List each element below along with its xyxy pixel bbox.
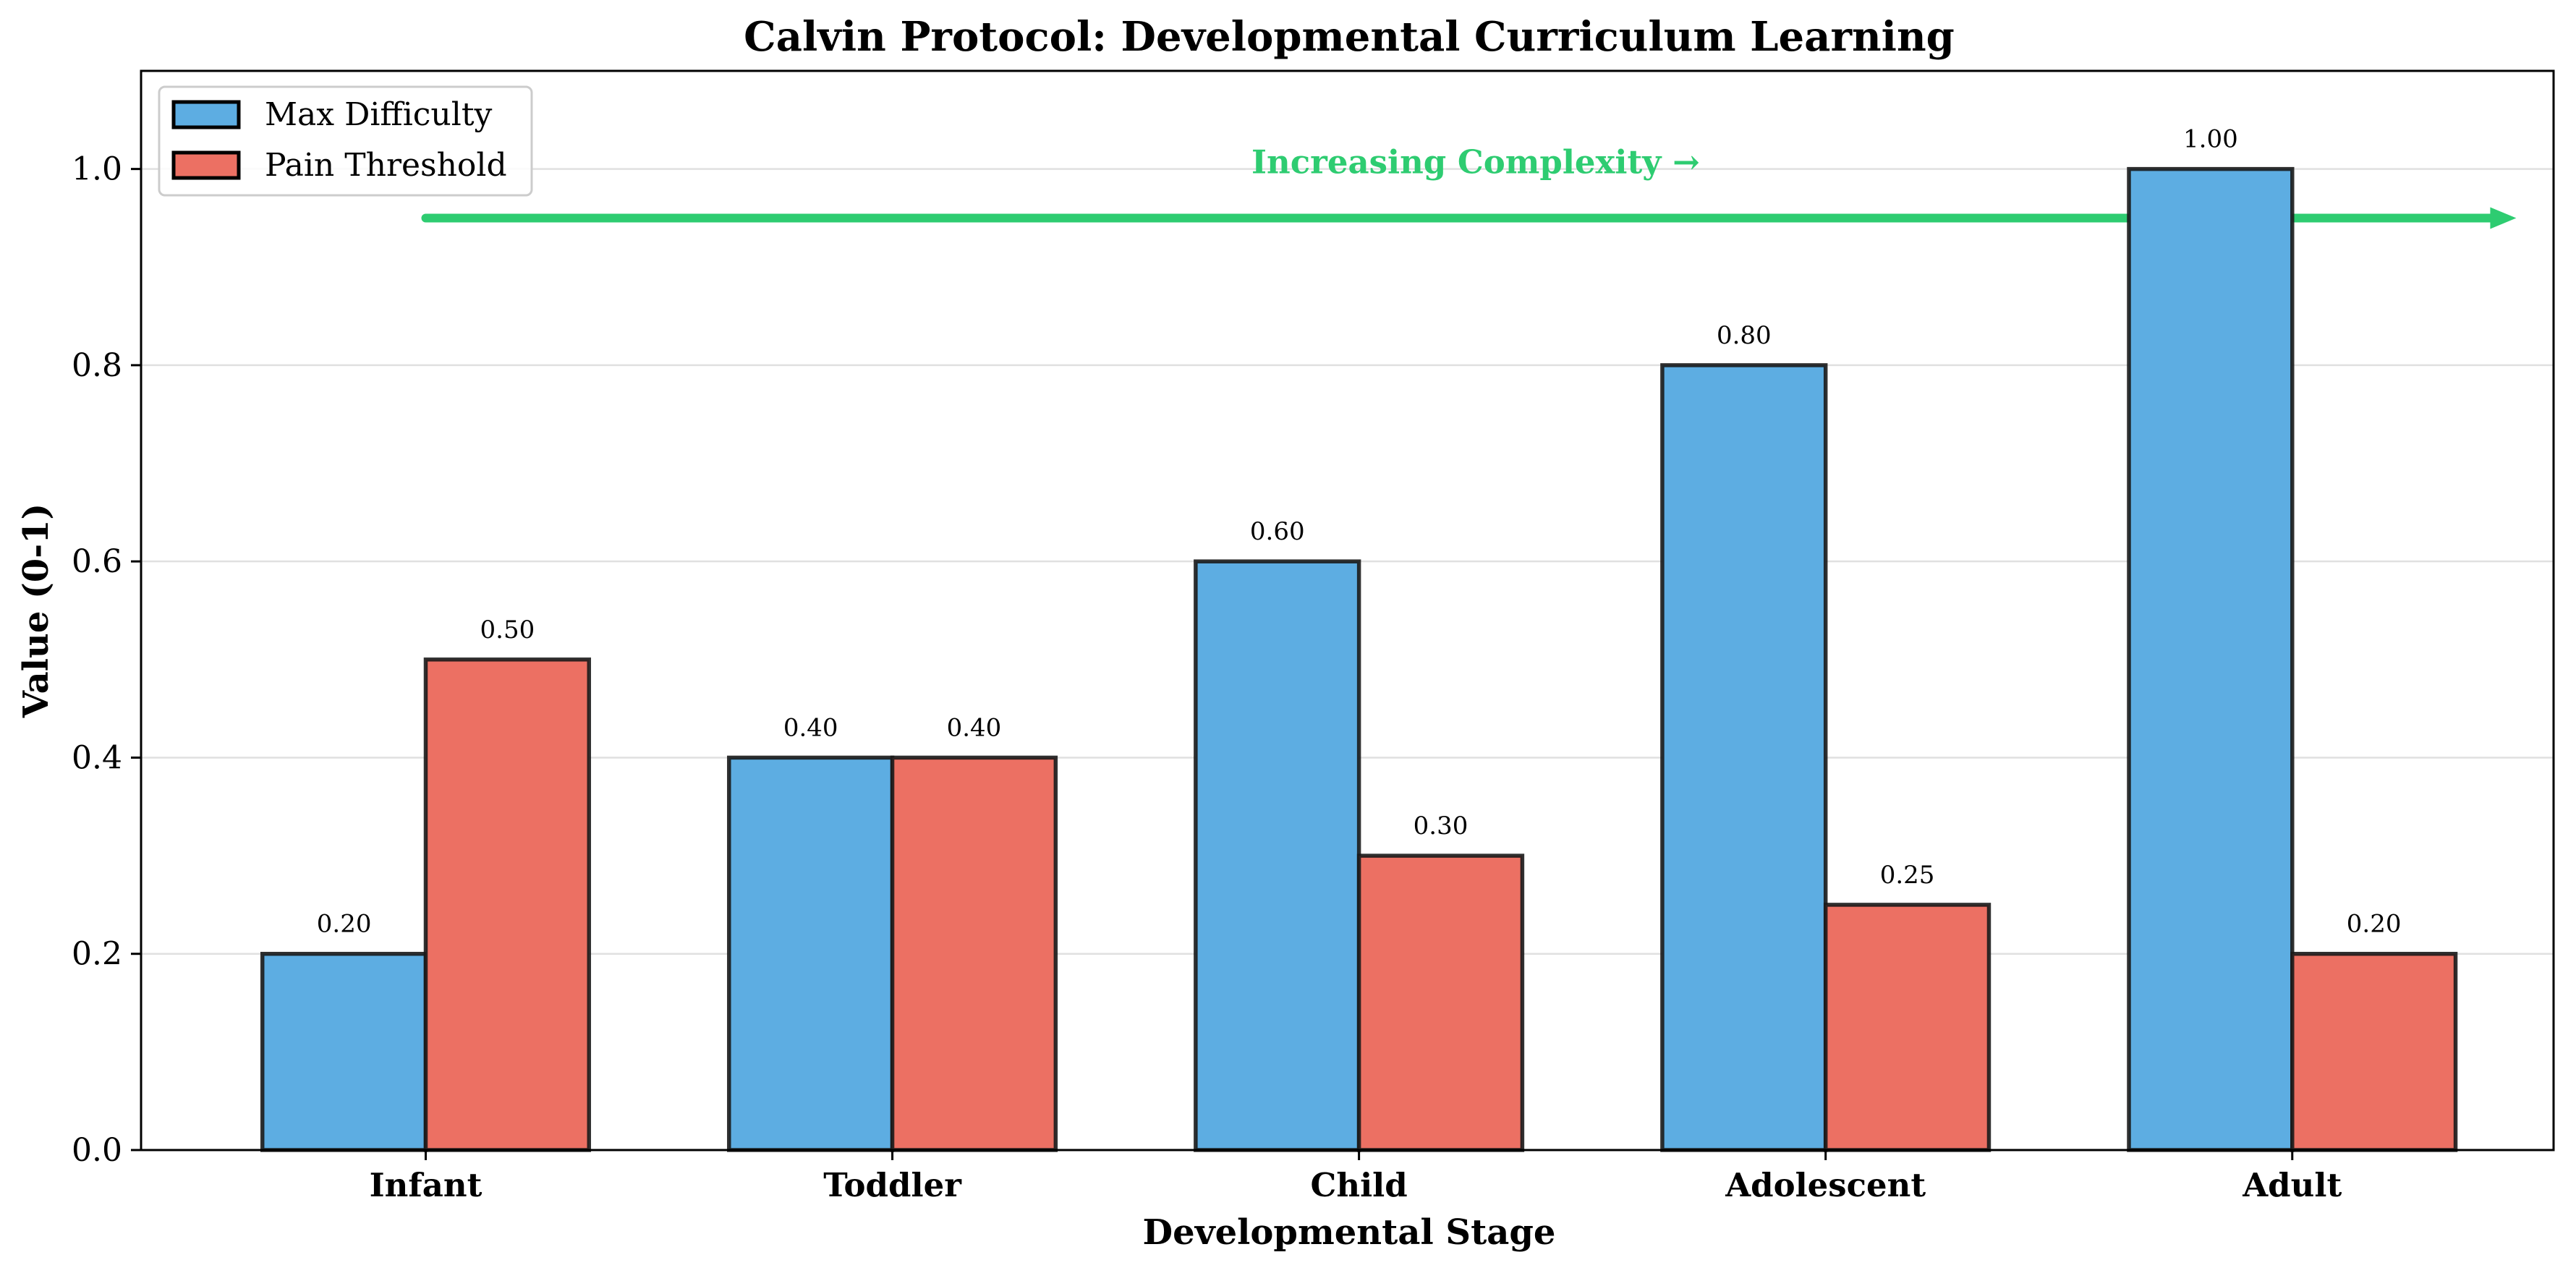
value-label: 0.30 xyxy=(1414,812,1468,840)
y-tick-label: 0.0 xyxy=(72,1132,122,1169)
legend-frame xyxy=(158,85,533,197)
legend-swatch-pain-threshold xyxy=(171,150,241,180)
bar-pain-threshold-adolescent xyxy=(1823,903,1991,1152)
bar-pain-threshold-child xyxy=(1356,853,1525,1152)
value-label: 0.20 xyxy=(2347,910,2402,939)
y-tick-label: 0.6 xyxy=(72,543,122,580)
bar-max-difficulty-adult xyxy=(2127,166,2295,1152)
bar-pain-threshold-infant xyxy=(423,657,592,1152)
complexity-annotation-text: Increasing Complexity → xyxy=(1251,143,1700,182)
x-tick-label-child: Child xyxy=(1311,1166,1408,1204)
value-labels: 0.20 0.40 0.60 0.80 1.00 0.50 0.40 0.30 0.25 0.20 xyxy=(317,125,2402,939)
bar-max-difficulty-infant xyxy=(260,951,428,1152)
y-tick-label: 0.4 xyxy=(72,739,122,776)
bar-pain-threshold-toddler xyxy=(890,755,1058,1152)
value-label: 0.50 xyxy=(480,616,535,644)
value-label: 0.40 xyxy=(947,713,1002,742)
value-label: 0.25 xyxy=(1880,861,1935,890)
y-tick-label: 0.2 xyxy=(72,936,122,973)
legend-label-pain-threshold: Pain Threshold xyxy=(265,147,507,184)
y-axis: 0.0 0.2 0.4 0.6 0.8 1.0 xyxy=(72,151,141,1169)
x-tick-label-infant: Infant xyxy=(370,1166,483,1204)
bars xyxy=(260,166,2458,1152)
legend-label-max-difficulty: Max Difficulty xyxy=(265,96,493,133)
y-axis-label: Value (0-1) xyxy=(16,503,56,718)
y-tick-label: 1.0 xyxy=(72,151,122,188)
x-tick-label-toddler: Toddler xyxy=(823,1166,962,1204)
value-label: 0.60 xyxy=(1250,517,1305,546)
value-label: 0.40 xyxy=(783,713,838,742)
x-axis-label: Developmental Stage xyxy=(1143,1212,1556,1253)
bar-max-difficulty-adolescent xyxy=(1660,363,1828,1152)
y-tick-label: 0.8 xyxy=(72,347,122,384)
bar-max-difficulty-toddler xyxy=(727,755,895,1152)
legend: Max Difficulty Pain Threshold xyxy=(158,85,533,197)
value-label: 1.00 xyxy=(2183,125,2238,154)
plot-frame xyxy=(140,69,2555,1151)
value-label: 0.20 xyxy=(317,910,372,939)
value-label: 0.80 xyxy=(1717,321,1772,350)
chart-title: Calvin Protocol: Developmental Curriculu… xyxy=(744,13,1955,61)
bar-pain-threshold-adult xyxy=(2290,951,2458,1152)
x-tick-label-adolescent: Adolescent xyxy=(1725,1166,1926,1204)
x-axis: Infant Toddler Child Adolescent Adult xyxy=(370,1150,2342,1204)
legend-swatch-max-difficulty xyxy=(171,100,241,129)
complexity-arrow-head xyxy=(2490,207,2517,229)
bar-max-difficulty-child xyxy=(1194,559,1361,1152)
x-tick-label-adult: Adult xyxy=(2242,1166,2342,1204)
